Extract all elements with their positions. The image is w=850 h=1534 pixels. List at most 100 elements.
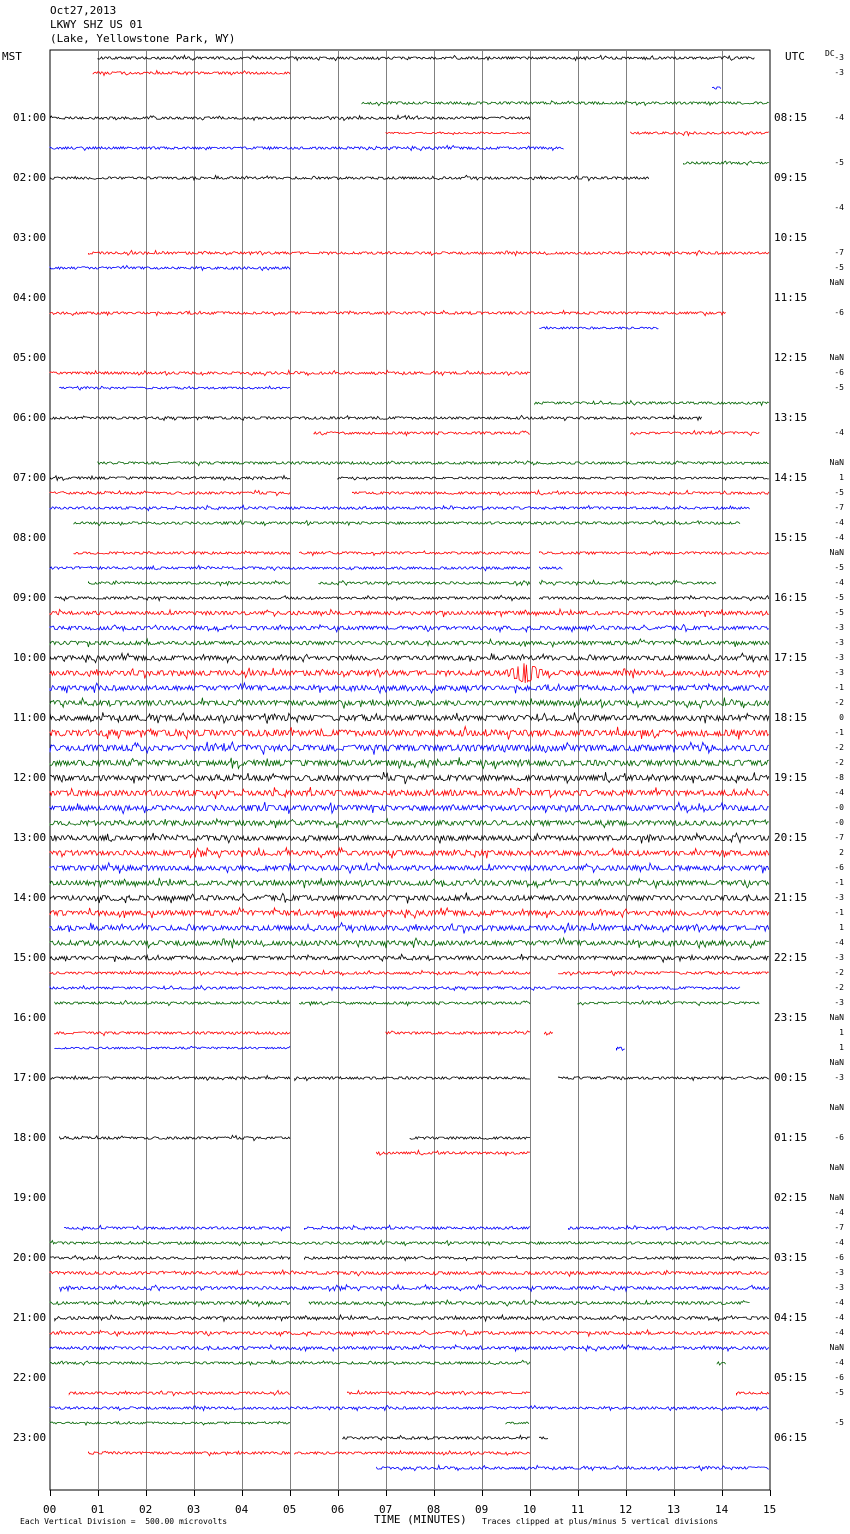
- trace-row-64-seg-3: [577, 999, 760, 1007]
- trace-row-54-seg-1: [49, 846, 770, 859]
- trace-row-39-seg-1: [49, 623, 770, 634]
- dc-offset-label: NaN: [829, 278, 844, 287]
- trace-row-35-seg-2: [539, 566, 563, 570]
- dc-offset-label: -2: [834, 698, 844, 707]
- dc-offset-label: -4: [834, 1358, 844, 1367]
- x-tick-label: 05: [283, 1503, 297, 1516]
- footer-clip-note: Traces clipped at plus/minus 5 vertical …: [482, 1517, 719, 1526]
- x-tick-label: 07: [379, 1503, 393, 1516]
- dc-offset-label: -1: [834, 908, 844, 917]
- trace-row-19-seg-1: [539, 325, 659, 330]
- hour-label-right: 20:15: [774, 831, 808, 844]
- trace-row-69-seg-3: [558, 1076, 770, 1082]
- header-location: (Lake, Yellowstone Park, WY): [50, 32, 236, 45]
- trace-row-62-seg-1: [49, 968, 531, 977]
- hour-label-right: 21:15: [774, 891, 808, 904]
- trace-row-64-seg-1: [54, 999, 291, 1007]
- x-tick-label: 11: [571, 1503, 585, 1516]
- trace-row-36-seg-3: [539, 579, 717, 587]
- trace-row-93-seg-2: [539, 1436, 549, 1440]
- x-tick-label: 04: [235, 1503, 249, 1516]
- trace-row-85-seg-1: [54, 1313, 769, 1323]
- trace-row-37-seg-2: [539, 594, 770, 602]
- x-tick-label: 12: [619, 1503, 633, 1516]
- dc-offset-label: -5: [834, 1388, 844, 1397]
- dc-offset-label: -6: [834, 308, 844, 317]
- trace-row-95-seg-1: [376, 1463, 769, 1472]
- trace-row-5-seg-1: [49, 114, 531, 122]
- trace-row-90-seg-1: [68, 1389, 291, 1397]
- trace-row-38-seg-1: [49, 607, 769, 618]
- trace-row-81-seg-1: [49, 1254, 291, 1261]
- trace-row-26-seg-1: [313, 430, 531, 437]
- dc-offset-label: -5: [834, 158, 844, 167]
- hour-label-right: 06:15: [774, 1431, 808, 1444]
- trace-row-66-seg-1: [54, 1030, 291, 1037]
- dc-offset-label: -3: [834, 998, 844, 1007]
- trace-row-73-seg-1: [59, 1134, 291, 1142]
- trace-row-46-seg-1: [49, 724, 770, 741]
- dc-offset-label: -5: [834, 593, 844, 602]
- hour-label-right: 14:15: [774, 471, 808, 484]
- hour-label-right: 09:15: [774, 171, 808, 184]
- x-tick-label: 13: [667, 1503, 681, 1516]
- trace-row-50-seg-1: [49, 787, 770, 800]
- header-station: LKWY SHZ US 01: [50, 18, 143, 31]
- dc-offset-label: -6: [834, 1253, 844, 1262]
- dc-offset-label: -3: [834, 623, 844, 632]
- hour-label-left: 15:00: [13, 951, 47, 964]
- dc-offset-label: -3: [834, 53, 844, 62]
- dc-offset-label: -8: [834, 773, 844, 782]
- dc-offset-label: -3: [834, 1268, 844, 1277]
- trace-row-23-seg-1: [59, 385, 291, 391]
- trace-row-80-seg-1: [49, 1239, 770, 1247]
- dc-offset-label: NaN: [829, 1163, 844, 1172]
- trace-row-18-seg-1: [49, 309, 726, 317]
- dc-offset-label: -3: [834, 638, 844, 647]
- trace-row-90-seg-2: [347, 1389, 531, 1396]
- trace-row-34-seg-1: [73, 550, 291, 556]
- trace-row-66-seg-3: [544, 1031, 554, 1036]
- hour-label-right: 04:15: [774, 1311, 808, 1324]
- trace-row-3-seg-1: [712, 86, 722, 90]
- trace-row-52-seg-1: [49, 817, 769, 829]
- x-tick-label: 00: [43, 1503, 57, 1516]
- dc-offset-label: -1: [834, 728, 844, 737]
- trace-row-34-seg-3: [539, 551, 770, 556]
- dc-offset-label: 1: [839, 473, 844, 482]
- trace-row-69-seg-1: [49, 1074, 291, 1081]
- dc-offset-label: 2: [839, 848, 844, 857]
- dc-offset-label: -6: [834, 1133, 844, 1142]
- trace-row-56-seg-1: [49, 877, 770, 890]
- trace-row-1-seg-1: [97, 54, 755, 62]
- trace-row-94-seg-1: [88, 1450, 291, 1457]
- trace-row-41-seg-1: [49, 651, 769, 665]
- trace-row-84-seg-1: [49, 1299, 291, 1308]
- dc-offset-label: -0: [834, 803, 844, 812]
- trace-row-32-seg-1: [73, 519, 741, 527]
- trace-row-51-seg-1: [49, 801, 769, 815]
- dc-offset-label: NaN: [829, 1343, 844, 1352]
- dc-offset-label: -5: [834, 563, 844, 572]
- x-tick-label: 08: [427, 1503, 441, 1516]
- x-tick-label: 10: [523, 1503, 537, 1516]
- dc-offset-label: -3: [834, 893, 844, 902]
- dc-offset-label: NaN: [829, 1058, 844, 1067]
- hour-label-right: 03:15: [774, 1251, 808, 1264]
- trace-row-79-seg-3: [568, 1224, 770, 1231]
- dc-offset-label: -4: [834, 788, 844, 797]
- hour-label-left: 09:00: [13, 591, 47, 604]
- trace-row-67-seg-2: [616, 1046, 625, 1052]
- trace-row-4-seg-1: [361, 100, 769, 107]
- hour-label-left: 16:00: [13, 1011, 47, 1024]
- dc-offset-label: -4: [834, 938, 844, 947]
- trace-row-61-seg-1: [49, 953, 769, 964]
- dc-offset-label: -4: [834, 113, 844, 122]
- dc-offset-label: -3: [834, 953, 844, 962]
- x-axis-label: TIME (MINUTES): [374, 1513, 467, 1526]
- hour-label-left: 07:00: [13, 471, 47, 484]
- trace-row-43-seg-1: [49, 681, 769, 695]
- trace-row-22-seg-1: [49, 368, 531, 377]
- hour-label-left: 08:00: [13, 531, 47, 544]
- x-tick-label: 02: [139, 1503, 153, 1516]
